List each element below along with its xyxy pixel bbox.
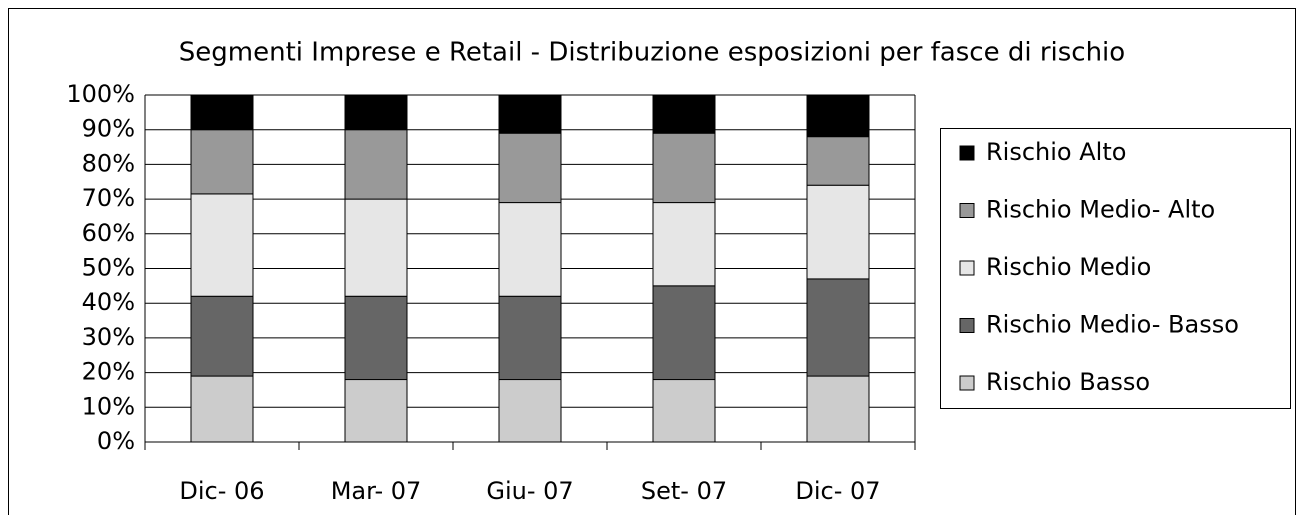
frame [8,8,1296,515]
y-tick-label: 90% [82,115,135,143]
bar-segment [498,295,562,381]
legend-label: Rischio Medio- Basso [986,311,1239,339]
x-tick-label: Giu- 07 [486,477,573,505]
bar-segment [806,94,870,138]
legend-label: Rischio Medio [986,253,1151,281]
bar-segment [806,184,870,280]
legend-swatch [959,145,975,161]
bar-segment [498,94,562,134]
bar-segment [652,202,716,287]
x-tick-label: Mar- 07 [331,477,422,505]
bar-segment [652,379,716,443]
legend-swatch [959,375,975,391]
legend-swatch [959,318,975,333]
legend-box [940,128,1291,409]
bar-segment [652,285,716,381]
y-tick-label: 0% [97,427,135,455]
y-tick-label: 30% [82,323,135,351]
bar-segment [344,295,408,381]
x-tick-label: Dic- 06 [179,477,264,505]
bar-segment [344,94,408,131]
y-tick-label: 70% [82,184,135,212]
legend-swatch [959,260,975,276]
y-tick-label: 60% [82,219,135,247]
y-tick-label: 100% [66,80,135,108]
bar-segment [344,198,408,297]
bar-segment [344,129,408,200]
bar-segment [806,375,870,443]
x-tick-label: Dic- 07 [795,477,880,505]
bar-segment [190,129,254,195]
y-tick-label: 40% [82,288,135,316]
bar-segment [498,202,562,297]
bar-segment [652,132,716,204]
bar-segment [190,94,254,131]
bar-segment [190,375,254,443]
x-tick-label: Set- 07 [641,477,727,505]
y-tick-label: 10% [82,392,135,420]
bar-segment [806,278,870,377]
legend-label: Rischio Medio- Alto [986,196,1215,224]
y-tick-label: 50% [82,254,135,282]
y-tick-label: 20% [82,358,135,386]
bar-segment [652,94,716,134]
bar-segment [498,132,562,204]
bar-segment [190,193,254,297]
y-tick-label: 80% [82,149,135,177]
bar-segment [806,136,870,186]
chart-title: Segmenti Imprese e Retail - Distribuzion… [179,38,1125,68]
bar-segment [344,379,408,443]
legend-label: Rischio Alto [986,138,1126,166]
bar-segment [498,379,562,443]
legend-label: Rischio Basso [986,368,1150,396]
bar-segment [190,295,254,377]
legend-swatch [959,203,975,218]
